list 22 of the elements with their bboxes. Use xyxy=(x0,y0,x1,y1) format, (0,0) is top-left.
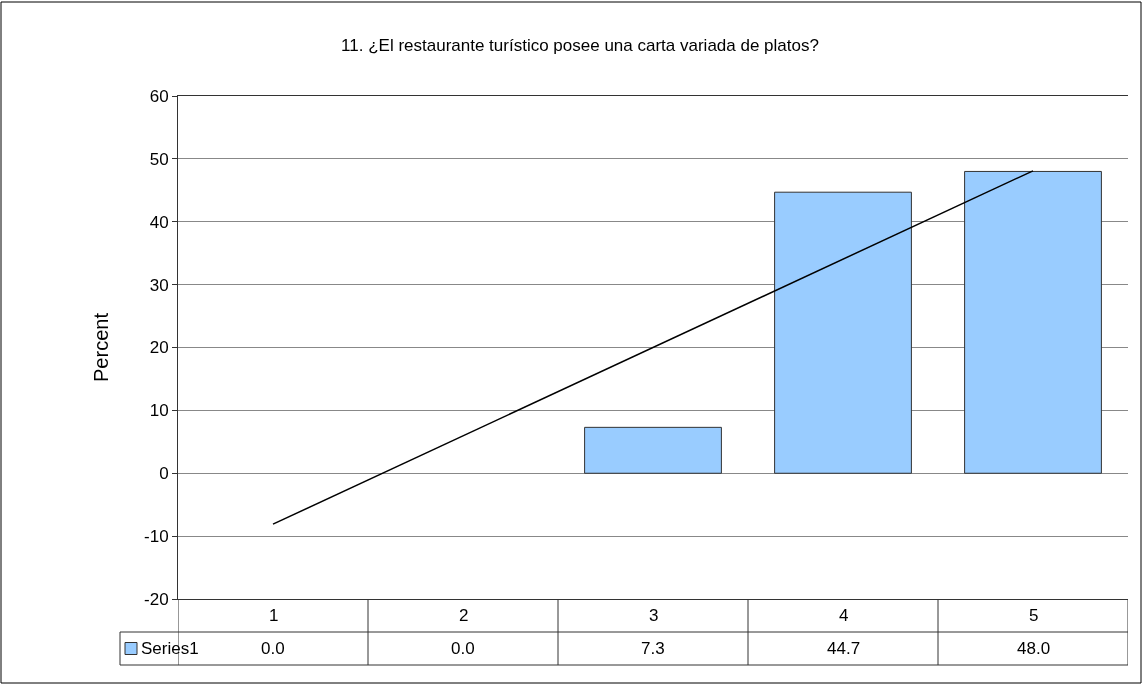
data-label: 0.0 xyxy=(261,639,285,658)
legend-label: Series1 xyxy=(141,639,199,658)
data-label: 44.7 xyxy=(827,639,861,658)
y-axis-title: Percent xyxy=(89,312,112,382)
y-tick-label: 10 xyxy=(149,401,169,421)
y-tick-label: -10 xyxy=(144,527,169,547)
chart-title: 11. ¿El restaurante turístico posee una carta variada de platos? xyxy=(341,35,819,55)
data-label: 0.0 xyxy=(451,639,475,658)
data-label: 7.3 xyxy=(641,639,665,658)
y-tick-label: 60 xyxy=(149,86,169,106)
x-tick-label: 3 xyxy=(649,606,659,625)
x-tick-label: 2 xyxy=(459,606,469,625)
x-tick-label: 5 xyxy=(1029,606,1039,625)
y-tick-label: 40 xyxy=(149,212,169,232)
y-tick-label: 0 xyxy=(159,464,169,484)
y-tick-label: 50 xyxy=(149,149,169,169)
data-label: 48.0 xyxy=(1017,639,1051,658)
y-tick-label: -20 xyxy=(144,589,169,609)
x-tick-label: 4 xyxy=(839,606,849,625)
y-tick-label: 30 xyxy=(149,275,169,295)
y-tick-label: 20 xyxy=(149,338,169,358)
x-tick-label: 1 xyxy=(269,606,279,625)
